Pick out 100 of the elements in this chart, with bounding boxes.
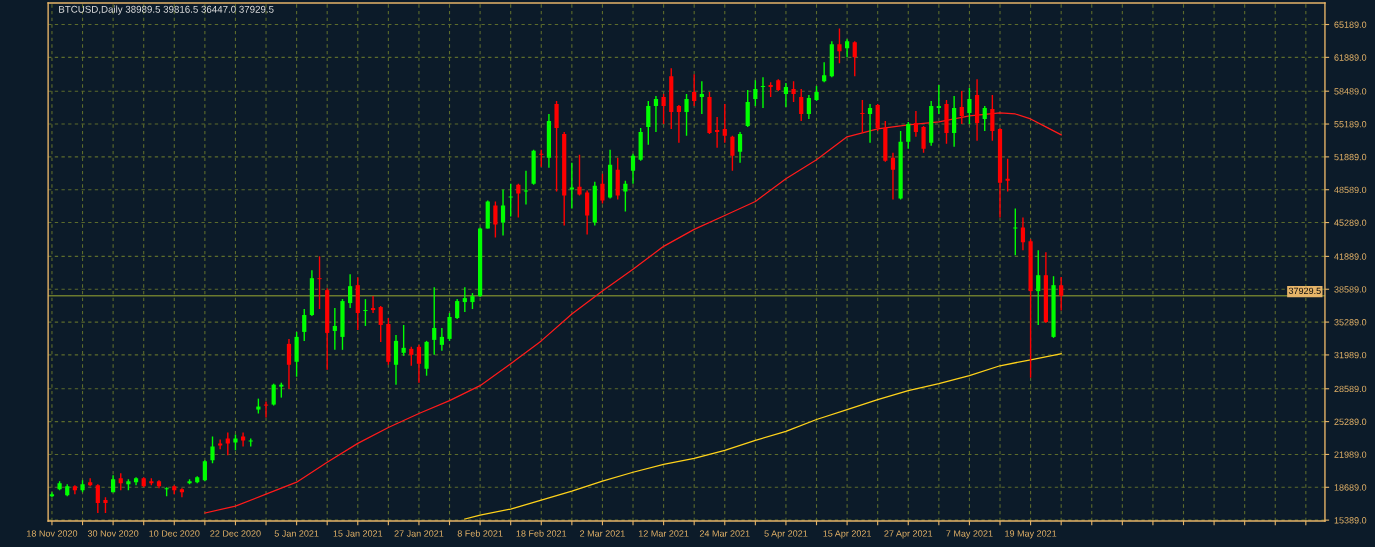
candlestick — [661, 93, 666, 125]
candlestick — [936, 84, 941, 115]
candlestick — [921, 125, 926, 154]
candlestick — [455, 298, 460, 320]
chart-title: BTCUSD,Daily 38989.5 39816.5 36447.0 37929.5 — [59, 5, 274, 15]
ref-line-label: 37929.5 — [1288, 287, 1321, 295]
candlestick — [317, 255, 322, 310]
candlestick — [1013, 207, 1018, 256]
candlestick — [646, 100, 651, 146]
y-tick-label: 48589.0 — [1334, 186, 1367, 194]
candlestick — [493, 200, 498, 239]
candlestick — [730, 135, 735, 172]
candlestick — [760, 76, 766, 109]
candlestick — [1005, 158, 1010, 193]
x-tick-label: 8 Feb 2021 — [457, 530, 503, 537]
candlestick — [577, 154, 582, 197]
candlestick — [676, 104, 681, 144]
candlestick — [179, 487, 185, 498]
y-tick-label: 65189.0 — [1334, 21, 1367, 28]
x-tick-label: 15 Apr 2021 — [823, 530, 871, 539]
y-tick-label: 18689.0 — [1334, 484, 1367, 491]
candlestick — [432, 286, 437, 356]
candlestick — [906, 121, 911, 150]
candlestick — [684, 93, 689, 137]
candlestick — [225, 431, 230, 457]
y-tick-label: 31989.0 — [1334, 351, 1367, 359]
candlestick — [600, 172, 605, 205]
x-tick-label: 15 Jan 2021 — [333, 530, 383, 537]
candlestick — [982, 105, 987, 132]
y-tick-label: 38589.0 — [1334, 286, 1367, 293]
y-tick-label: 35289.0 — [1334, 319, 1367, 326]
candlestick — [95, 483, 100, 514]
candlestick — [753, 79, 758, 107]
candlestick — [202, 459, 207, 482]
candlestick — [348, 273, 353, 309]
candlestick — [370, 295, 376, 314]
candlestick — [699, 80, 704, 115]
y-tick-label: 15389.0 — [1334, 517, 1367, 524]
y-tick-label: 25289.0 — [1334, 418, 1367, 425]
candlestick — [218, 438, 223, 451]
x-tick-label: 24 Mar 2021 — [699, 530, 750, 537]
candlestick — [875, 103, 880, 132]
candlestick — [860, 99, 865, 134]
line-series — [464, 353, 1062, 520]
candlestick — [516, 182, 521, 219]
y-tick-label: 21989.0 — [1334, 451, 1367, 458]
candlestick — [990, 94, 995, 142]
candlestick — [378, 305, 383, 343]
candlestick — [523, 170, 529, 206]
y-tick-label: 41889.0 — [1334, 253, 1367, 260]
candlestick — [271, 382, 276, 407]
candlestick — [332, 307, 337, 351]
candlestick — [890, 152, 896, 201]
candlestick — [585, 189, 590, 236]
candlestick — [88, 477, 93, 487]
candlestick — [363, 298, 368, 327]
y-tick-label: 45289.0 — [1334, 219, 1367, 226]
candlestick — [715, 116, 720, 149]
x-tick-label: 30 Nov 2020 — [87, 530, 139, 537]
candlestick — [783, 82, 789, 108]
candlestick — [913, 110, 919, 138]
candlestick — [822, 61, 827, 83]
x-tick-label: 5 Apr 2021 — [764, 530, 808, 539]
candlestick — [745, 89, 750, 128]
candlestick — [508, 182, 513, 218]
candlestick — [1020, 216, 1026, 252]
candlestick — [791, 80, 796, 103]
y-tick-label: 55189.0 — [1334, 121, 1367, 128]
candlestick — [393, 334, 399, 386]
candlestick — [1036, 249, 1041, 326]
y-tick-label: 61889.0 — [1334, 54, 1367, 61]
candlestick — [1059, 276, 1064, 312]
x-tick-label: 7 May 2021 — [946, 530, 993, 539]
y-tick-label: 51889.0 — [1334, 153, 1367, 161]
x-tick-label: 10 Dec 2020 — [149, 530, 200, 537]
candlestick — [722, 103, 727, 144]
x-tick-label: 19 May 2021 — [1005, 530, 1057, 539]
candlestick — [837, 27, 842, 64]
x-tick-label: 2 Mar 2021 — [580, 530, 625, 537]
candlestick — [500, 188, 506, 237]
candlestick — [692, 73, 697, 107]
candlestick — [967, 87, 972, 125]
x-tick-label: 12 Mar 2021 — [638, 530, 689, 537]
x-tick-label: 27 Apr 2021 — [884, 530, 933, 539]
candlestick — [240, 431, 246, 448]
candlestick — [439, 327, 444, 352]
candlestick — [737, 131, 743, 164]
x-tick-label: 22 Dec 2020 — [210, 530, 261, 537]
candlestick — [447, 312, 452, 342]
candlestick — [302, 308, 307, 342]
candlestick — [959, 90, 964, 125]
y-tick-label: 58489.0 — [1334, 88, 1367, 95]
candlestick — [630, 153, 636, 185]
candlestick — [806, 94, 811, 120]
candlestick — [653, 95, 659, 133]
candlestick — [554, 100, 559, 193]
candlestick — [867, 103, 873, 144]
candlestick — [416, 344, 422, 384]
candlestick — [263, 400, 269, 419]
candlestick — [623, 179, 628, 213]
